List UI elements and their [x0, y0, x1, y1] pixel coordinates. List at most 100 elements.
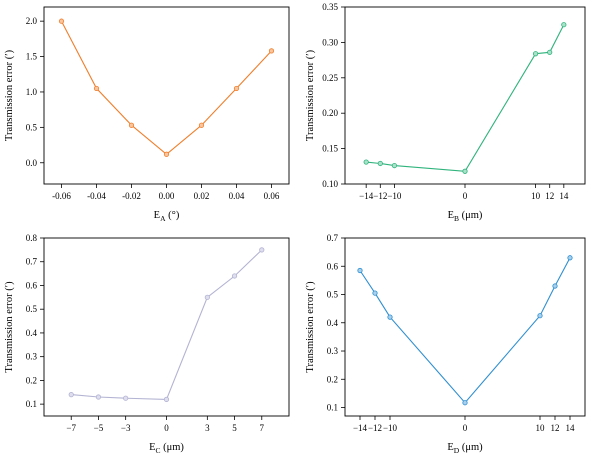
x-tick-label: 5 — [232, 423, 237, 433]
x-axis-title: EC (μm) — [149, 442, 184, 455]
y-tick-label: 0.3 — [327, 346, 339, 356]
series-line — [366, 24, 565, 172]
x-axis-title: EB (μm) — [448, 210, 483, 223]
x-tick-label: −3 — [121, 423, 131, 433]
x-axis-title: ED (μm) — [447, 442, 483, 455]
x-tick-label: −14 — [359, 191, 374, 201]
x-tick-label: 14 — [559, 191, 569, 201]
x-tick-label: 0 — [463, 423, 468, 433]
data-point — [561, 22, 567, 28]
x-tick-label: 0.04 — [229, 191, 245, 201]
data-point — [552, 283, 558, 289]
y-tick-label: 2.0 — [26, 16, 38, 26]
data-point — [462, 168, 468, 174]
x-tick-label: 7 — [260, 423, 265, 433]
data-point — [163, 151, 170, 157]
y-tick-label: 1.5 — [26, 52, 38, 62]
y-axis-title: Transmission error (′) — [4, 49, 15, 141]
data-point — [462, 400, 468, 406]
data-point — [128, 122, 135, 128]
y-tick-label: 0.4 — [327, 318, 339, 328]
y-tick-label: 0.4 — [26, 328, 38, 338]
y-tick-label: 0.30 — [322, 37, 338, 47]
x-tick-label: −10 — [387, 191, 402, 201]
y-tick-label: 0.3 — [26, 352, 38, 362]
data-point — [204, 294, 210, 300]
x-tick-label: 12 — [551, 423, 560, 433]
x-tick-label: −12 — [373, 191, 387, 201]
plot-frame — [344, 6, 586, 185]
x-tick-label: -0.02 — [122, 191, 141, 201]
series-line — [71, 249, 263, 400]
y-axis-title: Transmission error (′) — [305, 281, 316, 373]
y-tick-label: 0.2 — [26, 375, 37, 385]
y-tick-label: 0.2 — [327, 374, 338, 384]
x-tick-label: 14 — [566, 423, 576, 433]
x-tick-label: −10 — [383, 423, 398, 433]
x-tick-label: 10 — [536, 423, 546, 433]
data-point — [93, 85, 100, 92]
data-point — [95, 394, 102, 400]
data-point — [532, 51, 539, 57]
x-tick-label: −14 — [353, 423, 368, 433]
data-point — [537, 313, 543, 319]
y-tick-label: 0.20 — [322, 108, 338, 118]
panel-b: 0.10 0.15 0.20 0.25 0.30 0.35 −14 −12 −10 0 10 12 14… — [305, 2, 586, 223]
y-tick-label: 0.8 — [26, 233, 38, 243]
y-tick-label: 0.15 — [322, 144, 338, 154]
y-tick-label: 0.7 — [26, 257, 38, 267]
data-point — [231, 273, 238, 279]
data-point — [198, 122, 205, 128]
x-tick-label: 10 — [531, 191, 541, 201]
y-tick-label: 0.1 — [26, 399, 37, 409]
data-point — [391, 162, 398, 169]
plot-frame — [43, 6, 290, 185]
x-axis-title: EA (°) — [154, 210, 180, 223]
data-point — [547, 49, 553, 55]
data-point — [363, 159, 369, 165]
x-tick-label: −5 — [94, 423, 104, 433]
y-tick-label: 0.1 — [327, 403, 338, 413]
data-point — [567, 255, 573, 261]
x-tick-label: -0.06 — [52, 191, 71, 201]
series-line — [61, 20, 272, 156]
y-axis-title: Transmission error (′) — [4, 281, 15, 373]
data-point — [372, 290, 378, 296]
y-tick-label: 1.0 — [26, 87, 38, 97]
y-tick-label: 0.7 — [327, 233, 339, 243]
x-tick-label: −12 — [368, 423, 382, 433]
data-point — [387, 314, 393, 320]
x-tick-label: 0 — [164, 423, 169, 433]
data-point — [163, 396, 170, 402]
data-point — [58, 18, 65, 24]
panel-a: 0.0 0.5 1.0 1.5 2.0 -0.06 -0.04 -0.02 0.00 0.02 0.… — [4, 6, 290, 223]
x-tick-label: 3 — [205, 423, 210, 433]
y-tick-label: 0.5 — [26, 304, 38, 314]
y-axis-title: Transmission error (′) — [305, 49, 316, 141]
y-tick-label: 0.6 — [327, 261, 339, 271]
data-point — [357, 267, 363, 274]
y-tick-label: 0.0 — [26, 158, 38, 168]
y-tick-label: 0.5 — [26, 122, 38, 132]
x-tick-label: 0 — [463, 191, 468, 201]
panel-d: 0.1 0.2 0.3 0.4 0.5 0.6 0.7 −14 −12 −10 0 10 12 14 ED … — [305, 233, 586, 455]
data-point — [233, 85, 240, 92]
data-point — [259, 247, 265, 253]
y-tick-label: 0.5 — [327, 290, 339, 300]
data-point — [377, 160, 383, 167]
y-tick-label: 0.10 — [322, 179, 338, 189]
x-tick-label: 0.02 — [194, 191, 210, 201]
x-tick-label: 0.06 — [264, 191, 280, 201]
y-tick-label: 0.35 — [322, 2, 338, 12]
x-tick-label: 12 — [545, 191, 554, 201]
x-tick-label: -0.04 — [87, 191, 106, 201]
data-point — [123, 395, 129, 401]
panel-c: 0.1 0.2 0.3 0.4 0.5 0.6 0.7 0.8 −7 −5 −3 0 3 5 7 EC (μm… — [4, 233, 290, 455]
data-point — [68, 392, 74, 398]
x-tick-label: 0.00 — [159, 191, 175, 201]
series-line — [359, 257, 571, 404]
plot-frame — [43, 237, 290, 417]
y-tick-label: 0.6 — [26, 280, 38, 290]
y-tick-label: 0.25 — [322, 73, 338, 83]
